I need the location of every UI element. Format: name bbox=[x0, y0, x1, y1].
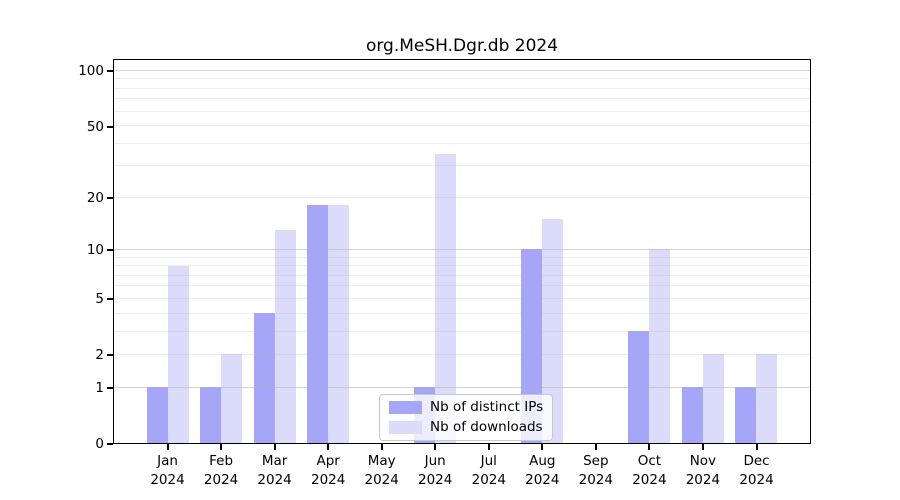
legend-swatch-downloads bbox=[389, 421, 422, 434]
y-tick-label: 100 bbox=[78, 63, 104, 80]
bar-downloads-apr bbox=[328, 205, 349, 443]
legend-label-downloads: Nb of downloads bbox=[430, 419, 543, 435]
y-tick-label: 5 bbox=[95, 291, 104, 308]
x-tick-label-nov: Nov 2024 bbox=[685, 453, 721, 488]
plot-area: Nb of distinct IPs Nb of downloads bbox=[113, 59, 811, 444]
x-tick-mark bbox=[434, 444, 437, 450]
bar-ips-dec bbox=[735, 387, 756, 443]
x-tick-label-feb: Feb 2024 bbox=[203, 453, 239, 488]
y-tick-label: 50 bbox=[86, 118, 104, 135]
bar-ips-jan bbox=[147, 387, 168, 443]
bar-ips-nov bbox=[682, 387, 703, 443]
bar-downloads-feb bbox=[221, 354, 242, 443]
bar-downloads-dec bbox=[756, 354, 777, 443]
x-tick-label-dec: Dec 2024 bbox=[739, 453, 774, 488]
bar-downloads-oct bbox=[649, 249, 670, 443]
x-tick-mark bbox=[220, 444, 223, 450]
x-tick-mark bbox=[701, 444, 704, 450]
x-tick-mark bbox=[755, 444, 758, 450]
bar-downloads-jan bbox=[168, 266, 189, 443]
chart-title: org.MeSH.Dgr.db 2024 bbox=[365, 36, 559, 56]
x-tick-mark bbox=[273, 444, 276, 450]
x-tick-mark bbox=[327, 444, 330, 450]
y-tick-mark bbox=[107, 387, 113, 389]
bar-downloads-mar bbox=[275, 230, 296, 443]
x-tick-label-oct: Oct 2024 bbox=[632, 453, 667, 488]
y-tick-label: 20 bbox=[86, 190, 104, 207]
legend-swatch-distinct-ips bbox=[389, 401, 422, 414]
x-tick-label-mar: Mar 2024 bbox=[257, 453, 292, 488]
y-tick-mark bbox=[107, 197, 113, 200]
y-tick-mark bbox=[107, 125, 113, 128]
x-tick-label-apr: Apr 2024 bbox=[311, 453, 346, 488]
x-tick-mark bbox=[594, 444, 597, 450]
x-tick-label-may: May 2024 bbox=[364, 453, 399, 488]
bar-downloads-nov bbox=[703, 354, 724, 443]
x-tick-mark bbox=[541, 444, 544, 450]
legend: Nb of distinct IPs Nb of downloads bbox=[379, 394, 554, 441]
y-tick-mark bbox=[107, 354, 113, 357]
bar-ips-mar bbox=[254, 313, 275, 443]
x-tick-mark bbox=[380, 444, 383, 450]
y-tick-mark bbox=[107, 443, 113, 445]
legend-item-downloads: Nb of downloads bbox=[389, 419, 543, 436]
legend-label-distinct-ips: Nb of distinct IPs bbox=[430, 399, 544, 415]
x-tick-label-aug: Aug 2024 bbox=[525, 453, 560, 488]
bar-ips-oct bbox=[628, 331, 649, 443]
x-tick-mark bbox=[648, 444, 651, 450]
x-tick-label-jun: Jun 2024 bbox=[418, 453, 453, 488]
y-tick-mark bbox=[107, 70, 113, 73]
x-tick-label-jan: Jan 2024 bbox=[150, 453, 185, 488]
x-tick-mark bbox=[487, 444, 490, 450]
y-tick-mark bbox=[107, 298, 113, 301]
legend-item-distinct-ips: Nb of distinct IPs bbox=[389, 399, 543, 416]
bars-layer bbox=[114, 60, 810, 443]
y-tick-label: 10 bbox=[86, 242, 104, 259]
y-tick-label: 1 bbox=[95, 380, 104, 396]
y-tick-mark bbox=[107, 249, 113, 252]
x-tick-mark bbox=[166, 444, 169, 450]
y-tick-label: 2 bbox=[95, 347, 104, 364]
y-tick-label: 0 bbox=[95, 436, 104, 452]
bar-ips-apr bbox=[307, 205, 328, 443]
bar-downloads-jun bbox=[435, 154, 456, 443]
bar-ips-feb bbox=[200, 387, 221, 443]
x-tick-label-sep: Sep 2024 bbox=[578, 453, 613, 488]
x-tick-label-jul: Jul 2024 bbox=[471, 453, 506, 488]
